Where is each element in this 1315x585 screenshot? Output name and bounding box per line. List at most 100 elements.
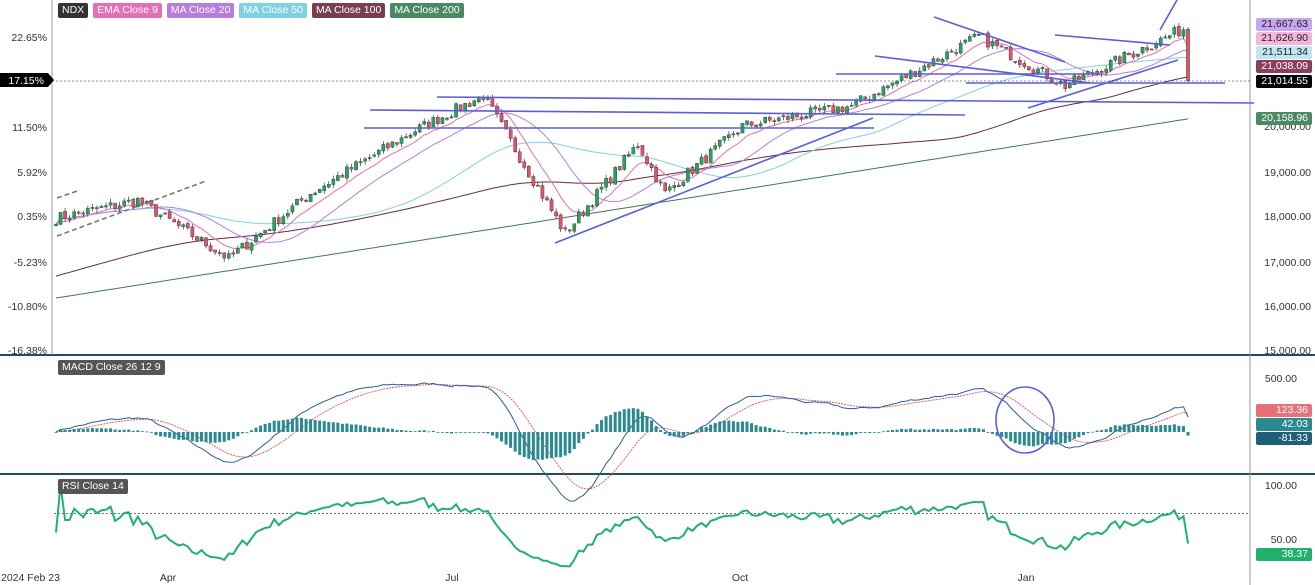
candle-body (463, 103, 467, 111)
macd-histogram-bar (1131, 425, 1135, 432)
rsi-tag: 38.37 (1256, 548, 1312, 561)
macd-histogram-bar (1100, 430, 1104, 432)
macd-histogram-bar (1050, 432, 1054, 445)
macd-histogram-bar (427, 431, 431, 433)
candle-body (822, 106, 827, 111)
candle-body (895, 80, 899, 85)
macd-histogram-bar (836, 432, 840, 435)
current-pct-tag-bg (0, 73, 48, 87)
candle-body (213, 249, 217, 253)
macd-histogram-bar (468, 432, 472, 433)
macd-histogram-bar (981, 429, 985, 432)
candle-body (217, 252, 222, 254)
macd-histogram-bar (231, 432, 235, 439)
macd-histogram-bar (336, 422, 340, 432)
macd-histogram-bar (1181, 426, 1185, 432)
legend-ema9[interactable]: EMA Close 9 (93, 3, 162, 18)
candle-body (677, 184, 681, 187)
candle-body (1186, 28, 1190, 81)
x-tick-label: Jul (445, 572, 458, 584)
macd-histogram-bar (913, 429, 917, 432)
macd-histogram-bar (609, 415, 613, 432)
price-tag-close: 21,014.55 (1256, 75, 1312, 88)
macd-histogram-bar (740, 421, 744, 432)
candle-body (1177, 26, 1181, 37)
macd-histogram-bar (659, 430, 663, 432)
macd-pane[interactable] (54, 382, 1190, 502)
candle-body (713, 145, 717, 150)
macd-histogram-bar (900, 428, 904, 432)
macd-histogram-bar (963, 428, 967, 432)
macd-histogram-bar (759, 426, 763, 432)
macd-histogram-bar (413, 431, 417, 432)
candle-body (408, 134, 413, 138)
candle-body (972, 33, 977, 37)
macd-histogram-bar (681, 432, 685, 437)
macd-histogram-bar (1027, 432, 1031, 446)
macd-histogram-bar (768, 427, 772, 432)
candle-body (513, 137, 517, 153)
macd-histogram-bar (445, 432, 449, 433)
price-tick-label: 18,000.00 (1264, 211, 1311, 223)
macd-histogram-bar (481, 432, 485, 433)
macd-histogram-bar (1091, 431, 1095, 433)
candle-body (699, 156, 704, 165)
price-tick-label: 19,000.00 (1264, 167, 1311, 179)
pct-tick-label: 0.35% (17, 211, 47, 223)
candle-body (527, 166, 531, 178)
macd-tag-hist: -81.33 (1256, 432, 1312, 445)
macd-histogram-bar (800, 432, 804, 435)
candle-body (640, 145, 645, 156)
macd-histogram-bar (854, 432, 858, 435)
macd-histogram-bar (909, 428, 913, 432)
macd-histogram-bar (1009, 432, 1013, 442)
macd-histogram-bar (350, 424, 354, 432)
candle-body (449, 116, 454, 119)
candle-body (336, 175, 340, 181)
candle-body (627, 154, 631, 157)
candle-body (977, 34, 981, 36)
macd-histogram-bar (363, 425, 367, 432)
legend-ma200[interactable]: MA Close 200 (390, 3, 464, 18)
macd-histogram-bar (881, 431, 885, 433)
candle-body (358, 161, 363, 164)
symbol-label[interactable]: NDX (58, 3, 89, 18)
candle-body (249, 242, 254, 251)
macd-histogram-bar (381, 427, 385, 432)
candle-body (99, 205, 104, 208)
candle-body (1031, 69, 1036, 74)
candle-body (290, 205, 295, 213)
macd-histogram-bar (772, 429, 776, 432)
legend-ma50[interactable]: MA Close 50 (239, 3, 307, 18)
macd-histogram-bar (486, 432, 490, 434)
macd-histogram-bar (754, 425, 758, 432)
candle-body (572, 223, 577, 232)
macd-histogram-bar (554, 432, 558, 458)
rsi-title[interactable]: RSI Close 14 (58, 479, 128, 494)
candle-body (686, 168, 690, 182)
macd-histogram-bar (463, 432, 467, 433)
macd-histogram-bar (618, 411, 622, 432)
macd-histogram-bar (550, 432, 554, 459)
macd-histogram-bar (950, 429, 954, 432)
macd-histogram-bar (922, 429, 926, 432)
candle-body (963, 39, 968, 43)
macd-histogram-bar (286, 419, 290, 432)
legend-ma100[interactable]: MA Close 100 (311, 3, 386, 18)
rsi-tick-label: 50.00 (1271, 534, 1297, 546)
trendline (436, 96, 1255, 104)
macd-histogram-bar (490, 432, 494, 436)
macd-histogram-bar (986, 432, 990, 433)
candle-body (490, 97, 495, 107)
macd-title[interactable]: MACD Close 26 12 9 (58, 360, 165, 375)
macd-histogram-bar (677, 432, 681, 438)
candle-body (345, 166, 349, 179)
rsi-pane[interactable] (54, 484, 1250, 568)
macd-histogram-bar (927, 429, 931, 432)
macd-histogram-bar (249, 430, 253, 432)
candle-body (181, 224, 186, 227)
candle-body (1099, 71, 1104, 74)
price-pane[interactable] (0, 0, 1255, 299)
legend-ma20[interactable]: MA Close 20 (166, 3, 235, 18)
